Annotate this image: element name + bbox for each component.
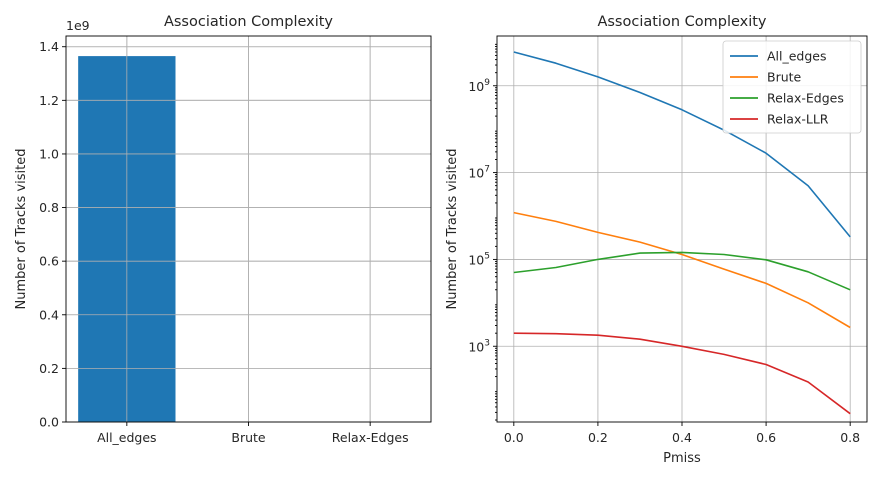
- line-chart-x-tick-label: 0.2: [588, 430, 608, 445]
- line-chart-x-tick-label: 0.0: [504, 430, 524, 445]
- series-line-relax-llr: [513, 332, 851, 415]
- line-chart-y-tick-label: 107: [468, 165, 490, 181]
- line-chart-x-tick-label: 0.6: [756, 430, 776, 445]
- bar-chart-y-tick-label: 1.2: [39, 93, 59, 108]
- bar-chart-association-complexity: All_edges Brute Relax-Edges 0.00.20.40.60.…: [14, 14, 432, 445]
- line-chart-x-tick-label: 0.8: [840, 430, 860, 445]
- line-chart-association-complexity: 0.0 0.2 0.4 0.6 0.8 103 105 107 109 Association…: [445, 14, 868, 466]
- line-chart-grid: [497, 36, 867, 422]
- bar-chart-y-axis-label: Number of Tracks visited: [14, 149, 29, 310]
- line-chart-y-tick-label: 103: [468, 338, 490, 354]
- legend-label-all_edges: All_edges: [767, 49, 827, 64]
- series-line-all_edges: [513, 51, 851, 238]
- line-chart-y-tick-label: 105: [468, 251, 490, 267]
- bar-chart-x-tick-label: Brute: [231, 430, 266, 445]
- series-line-relax-edges: [513, 251, 851, 291]
- bar-chart-y-tick-label: 0.8: [39, 200, 59, 215]
- bar-chart-x-tick-label: Relax-Edges: [332, 430, 409, 445]
- bar-chart-y-tick-label: 0.2: [39, 361, 59, 376]
- line-chart-x-tick-label: 0.4: [672, 430, 692, 445]
- line-chart-series: [513, 51, 851, 415]
- line-chart-y-ticks: 103 105 107 109: [468, 43, 497, 421]
- bar-chart-y-tick-label: 0.6: [39, 254, 59, 269]
- line-chart-legend: All_edges Brute Relax-Edges Relax-LLR: [722, 40, 862, 134]
- series-line-brute: [513, 211, 851, 329]
- bar-chart-x-ticks: All_edges Brute Relax-Edges: [97, 422, 409, 445]
- legend-label-relax-llr: Relax-LLR: [767, 112, 829, 127]
- line-chart-x-axis-label: Pmiss: [663, 451, 701, 466]
- bar-chart-y-tick-label: 0.4: [39, 307, 59, 322]
- bar-chart-y-tick-label: 0.0: [39, 415, 59, 430]
- bar-chart-y-tick-label: 1.0: [39, 146, 59, 161]
- bar-chart-y-tick-label: 1.4: [39, 39, 59, 54]
- legend-box: [722, 40, 862, 134]
- bar-chart-bars: [66, 36, 431, 423]
- line-chart-title: Association Complexity: [597, 14, 766, 30]
- line-chart-y-axis-label: Number of Tracks visited: [445, 149, 460, 310]
- bar-chart-x-tick-label: All_edges: [97, 430, 157, 445]
- legend-label-brute: Brute: [767, 70, 802, 85]
- legend-label-relax-edges: Relax-Edges: [767, 91, 844, 106]
- line-chart-y-tick-label: 109: [468, 78, 490, 94]
- bar-chart-y-ticks: 0.0 0.2 0.4 0.6 0.8 1.0 1.2 1.4: [39, 39, 66, 430]
- bar-chart-title: Association Complexity: [164, 14, 333, 30]
- bar-chart-offset-label: 1e9: [66, 18, 90, 33]
- line-chart-x-ticks: 0.0 0.2 0.4 0.6 0.8: [504, 422, 860, 445]
